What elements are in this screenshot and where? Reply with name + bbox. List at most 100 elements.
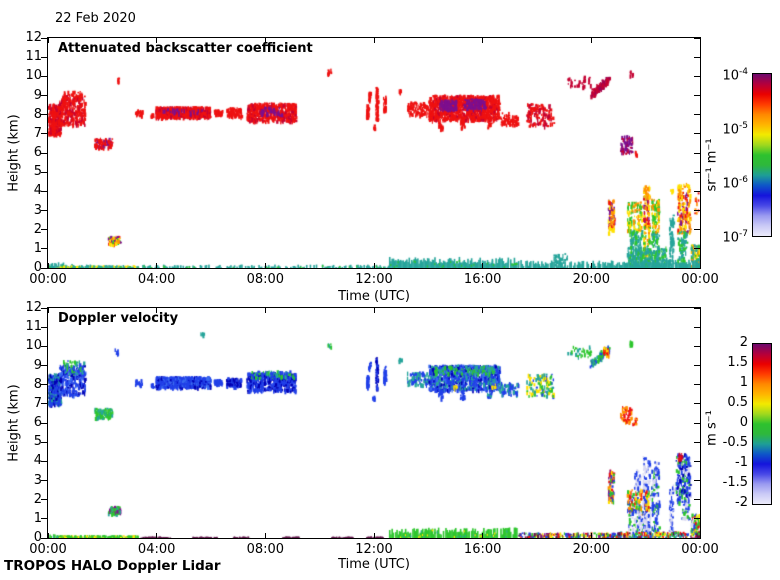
x-axis-tick-top: [373, 308, 375, 313]
y-axis-tick-right: [694, 537, 700, 539]
y-tick-label: 7: [33, 395, 42, 411]
y-tick-label: 8: [33, 376, 42, 392]
y-tick-label: 3: [33, 472, 42, 488]
velocity-heatmap-canvas: [48, 308, 700, 538]
velocity-x-axis-label: Time (UTC): [338, 557, 410, 572]
y-axis-tick: [41, 267, 47, 269]
velocity-colorbar-tick-label: 0.5: [727, 395, 748, 410]
backscatter-colorbar-tick-label: 10-6: [722, 175, 748, 192]
velocity-colorbar-tick-label: -1.5: [722, 475, 748, 490]
y-axis-tick: [41, 210, 47, 211]
y-axis-tick-right: [694, 248, 700, 250]
velocity-colorbar-tick-label: 1: [739, 375, 748, 390]
x-tick-label: 00:00: [681, 272, 719, 287]
x-axis-tick-top: [47, 308, 49, 313]
velocity-colorbar-tick-label: -1: [735, 455, 748, 470]
y-axis-tick: [41, 75, 47, 77]
x-axis-tick-top: [590, 308, 592, 313]
date-label: 22 Feb 2020: [55, 11, 136, 26]
y-tick-label: 5: [33, 164, 42, 180]
y-axis-tick-right: [694, 37, 700, 39]
y-axis-tick-right: [694, 133, 700, 135]
backscatter-colorbar-tick-label: 10-4: [722, 67, 748, 84]
y-axis-tick: [41, 422, 47, 424]
x-axis-tick-top: [264, 38, 266, 43]
velocity-colorbar-tick-label: 1.5: [727, 355, 748, 370]
y-axis-tick-right: [694, 114, 700, 116]
y-axis-tick: [41, 307, 47, 309]
y-axis-tick-right: [694, 499, 700, 501]
x-axis-tick: [373, 263, 375, 268]
y-axis-tick-right: [694, 56, 700, 58]
y-axis-tick-right: [694, 480, 700, 481]
y-axis-tick-right: [694, 267, 700, 269]
y-axis-tick: [41, 95, 47, 96]
y-axis-tick: [41, 326, 47, 328]
velocity-panel: Doppler velocity: [41, 307, 701, 539]
y-axis-tick-right: [694, 190, 700, 192]
velocity-colorbar: [752, 343, 772, 505]
y-axis-tick: [41, 133, 47, 135]
y-axis-tick-right: [694, 152, 700, 154]
velocity-colorbar-tick-label: 0: [739, 415, 748, 430]
y-axis-tick-right: [694, 326, 700, 328]
y-tick-label: 10: [25, 338, 42, 354]
backscatter-panel: Attenuated backscatter coefficient: [41, 37, 701, 269]
y-axis-tick: [41, 384, 47, 386]
y-tick-label: 9: [33, 357, 42, 373]
y-axis-tick: [41, 248, 47, 250]
x-axis-tick: [590, 263, 592, 268]
y-tick-label: 6: [33, 415, 42, 430]
y-tick-label: 7: [33, 125, 42, 141]
y-axis-tick-right: [694, 518, 700, 520]
y-axis-tick-right: [694, 171, 700, 173]
x-axis-tick: [590, 533, 592, 538]
x-tick-label: 00:00: [29, 272, 67, 287]
y-tick-label: 5: [33, 434, 42, 450]
instrument-label: TROPOS HALO Doppler Lidar: [4, 558, 221, 574]
y-axis-tick: [41, 537, 47, 539]
backscatter-colorbar: [752, 73, 772, 237]
velocity-colorbar-tick-label: -2: [735, 495, 748, 510]
y-axis-tick-right: [694, 95, 700, 96]
y-axis-tick: [41, 441, 47, 443]
x-tick-label: 04:00: [137, 542, 176, 557]
y-axis-tick: [41, 56, 47, 58]
y-tick-label: 4: [33, 453, 42, 469]
x-tick-label: 08:00: [246, 272, 285, 287]
x-axis-tick-top: [590, 38, 592, 43]
y-tick-label: 2: [33, 491, 42, 507]
y-axis-tick-right: [694, 75, 700, 77]
x-tick-label: 04:00: [137, 272, 176, 287]
x-tick-label: 12:00: [355, 272, 393, 287]
backscatter-colorbar-tick-label: 10-5: [722, 121, 748, 138]
x-axis-tick: [264, 263, 266, 268]
x-tick-label: 00:00: [29, 542, 67, 557]
y-tick-label: 9: [33, 87, 42, 103]
y-tick-label: 11: [25, 319, 42, 335]
x-axis-tick-top: [373, 38, 375, 43]
y-tick-label: 0: [33, 530, 42, 545]
y-axis-tick-right: [694, 422, 700, 424]
y-tick-label: 12: [25, 30, 42, 45]
y-tick-label: 3: [33, 202, 42, 218]
x-tick-label: 16:00: [463, 272, 502, 287]
y-axis-tick: [41, 345, 47, 347]
x-axis-tick: [156, 533, 158, 538]
y-axis-tick: [41, 460, 47, 462]
y-axis-tick-right: [694, 384, 700, 386]
x-axis-tick: [264, 533, 266, 538]
y-axis-tick: [41, 190, 47, 192]
x-axis-tick-top: [264, 308, 266, 313]
y-tick-label: 11: [25, 49, 42, 65]
x-axis-tick-top: [482, 38, 484, 43]
backscatter-colorbar-tick-label: 10-7: [722, 229, 748, 246]
y-tick-label: 0: [33, 260, 42, 275]
y-axis-tick-right: [694, 365, 700, 366]
y-axis-tick-right: [694, 460, 700, 462]
y-axis-tick: [41, 152, 47, 154]
y-tick-label: 10: [25, 68, 42, 84]
y-tick-label: 8: [33, 106, 42, 122]
x-axis-tick: [156, 263, 158, 268]
